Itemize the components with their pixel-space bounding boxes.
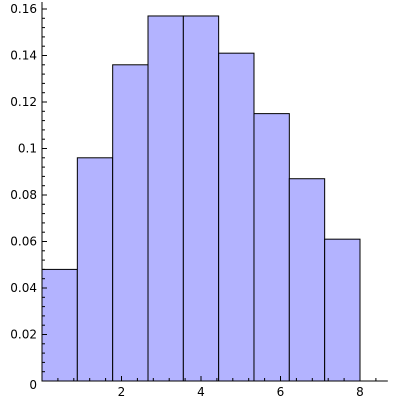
ticks-group <box>42 8 377 381</box>
bars-group <box>41 15 361 382</box>
x-tick-label: 6 <box>277 385 285 399</box>
y-tick-label: 0.1 <box>18 142 37 156</box>
histogram-bar-4 <box>147 15 184 382</box>
x-tick-label: 8 <box>356 385 364 399</box>
y-tick-label: 0.14 <box>10 49 37 63</box>
y-tick-label: 0.08 <box>10 188 37 202</box>
y-tick-label: 0.06 <box>10 235 37 249</box>
histogram-bar-9 <box>324 238 361 382</box>
tick-labels-group: 0 2 4 6 8 0.02 0.04 0.06 0.08 0.1 0.12 0.14 0.16 <box>10 2 364 399</box>
x-tick-label: 2 <box>118 385 126 399</box>
y-tick-label: 0.02 <box>10 328 37 342</box>
y-tick-label: 0.12 <box>10 95 37 109</box>
origin-label: 0 <box>29 378 37 392</box>
y-tick-label: 0.04 <box>10 281 37 295</box>
x-tick-label: 4 <box>197 385 205 399</box>
histogram-bar-1 <box>41 268 78 382</box>
histogram-bar-6 <box>218 52 255 382</box>
histogram-bar-7 <box>253 113 290 382</box>
histogram-bar-5 <box>182 15 220 382</box>
histogram-bar-2 <box>76 157 114 382</box>
histogram-bar-8 <box>288 178 326 382</box>
histogram-bar-3 <box>112 64 149 382</box>
y-tick-label: 0.16 <box>10 2 37 16</box>
